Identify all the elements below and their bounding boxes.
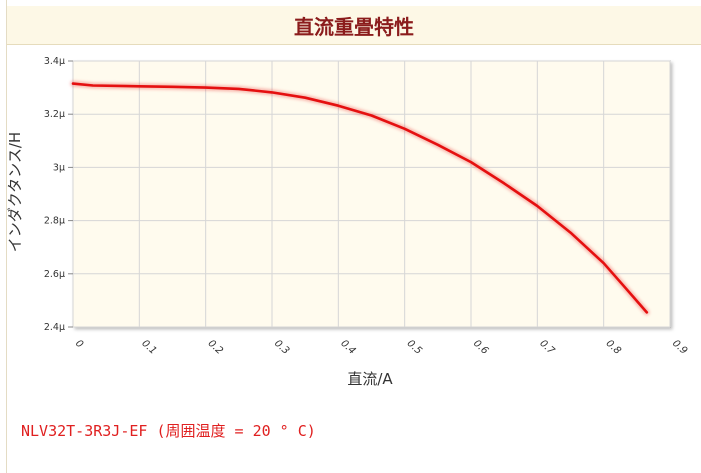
y-tick-label: 2.4μ	[44, 322, 65, 333]
title-bar: 直流重畳特性	[7, 6, 701, 45]
series-line	[71, 82, 649, 314]
y-tick-label: 3.4μ	[44, 56, 65, 67]
x-axis-title: 直流/A	[347, 370, 393, 388]
part-number-caption: NLV32T-3R3J-EF (周囲温度 = 20 ° C)	[21, 422, 316, 440]
x-tick-label: 0.9	[670, 338, 689, 357]
x-tick-label: 0.4	[338, 338, 357, 357]
y-tick-label: 2.8μ	[44, 216, 65, 227]
x-tick-label: 0.6	[471, 338, 490, 357]
y-tick-label: 2.6μ	[44, 269, 65, 280]
y-axis-title: インダクタンス/H	[6, 132, 24, 252]
x-tick-label: 0.7	[537, 338, 557, 357]
x-tick-label: 0.2	[206, 338, 225, 357]
x-tick-label: 0	[73, 338, 85, 350]
y-tick-label: 3.2μ	[44, 109, 65, 120]
x-tick-label: 0.5	[405, 338, 424, 357]
chart-title: 直流重畳特性	[294, 14, 414, 39]
y-tick-label: 3μ	[53, 162, 65, 173]
x-tick-label: 0.8	[604, 338, 623, 357]
plot-area	[72, 60, 671, 328]
x-tick-label: 0.3	[272, 338, 291, 357]
x-tick-label: 0.1	[139, 338, 158, 357]
